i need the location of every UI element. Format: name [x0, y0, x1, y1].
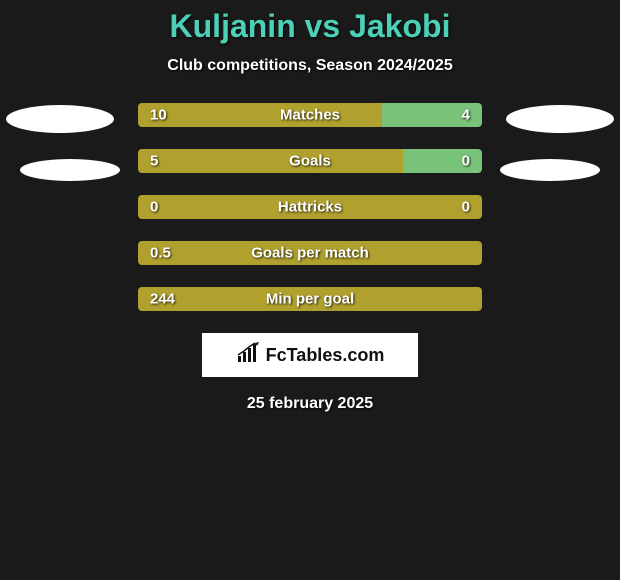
stat-bar-left [138, 149, 403, 173]
stat-bars: Matches 10 4 Goals 5 0 Hattricks 0 0 Goals per ma… [138, 103, 482, 311]
stat-row: Goals 5 0 [138, 149, 482, 173]
brand-logo-text: FcTables.com [266, 345, 385, 366]
stat-value-left: 5 [150, 153, 158, 170]
stat-label: Min per goal [266, 291, 354, 308]
stats-area: Matches 10 4 Goals 5 0 Hattricks 0 0 Goals per ma… [0, 103, 620, 311]
stat-row: Matches 10 4 [138, 103, 482, 127]
date-label: 25 february 2025 [0, 395, 620, 413]
player-right-club-placeholder [500, 159, 600, 181]
stat-value-left: 10 [150, 107, 167, 124]
subtitle: Club competitions, Season 2024/2025 [0, 57, 620, 75]
stat-bar-right [403, 149, 482, 173]
stat-value-left: 244 [150, 291, 175, 308]
stat-row: Hattricks 0 0 [138, 195, 482, 219]
stat-value-right: 0 [462, 199, 470, 216]
stat-label: Matches [280, 107, 340, 124]
brand-logo[interactable]: FcTables.com [202, 333, 418, 377]
stat-bar-left [138, 103, 382, 127]
stat-value-left: 0.5 [150, 245, 171, 262]
chart-icon [236, 342, 262, 369]
player-left-avatar-placeholder [6, 105, 114, 133]
stat-row: Min per goal 244 [138, 287, 482, 311]
stat-value-left: 0 [150, 199, 158, 216]
stat-row: Goals per match 0.5 [138, 241, 482, 265]
stat-label: Goals [289, 153, 331, 170]
stat-value-right: 4 [462, 107, 470, 124]
stat-label: Goals per match [251, 245, 369, 262]
player-left-club-placeholder [20, 159, 120, 181]
comparison-card: Kuljanin vs Jakobi Club competitions, Se… [0, 0, 620, 413]
page-title: Kuljanin vs Jakobi [0, 8, 620, 45]
stat-label: Hattricks [278, 199, 342, 216]
stat-value-right: 0 [462, 153, 470, 170]
player-right-avatar-placeholder [506, 105, 614, 133]
